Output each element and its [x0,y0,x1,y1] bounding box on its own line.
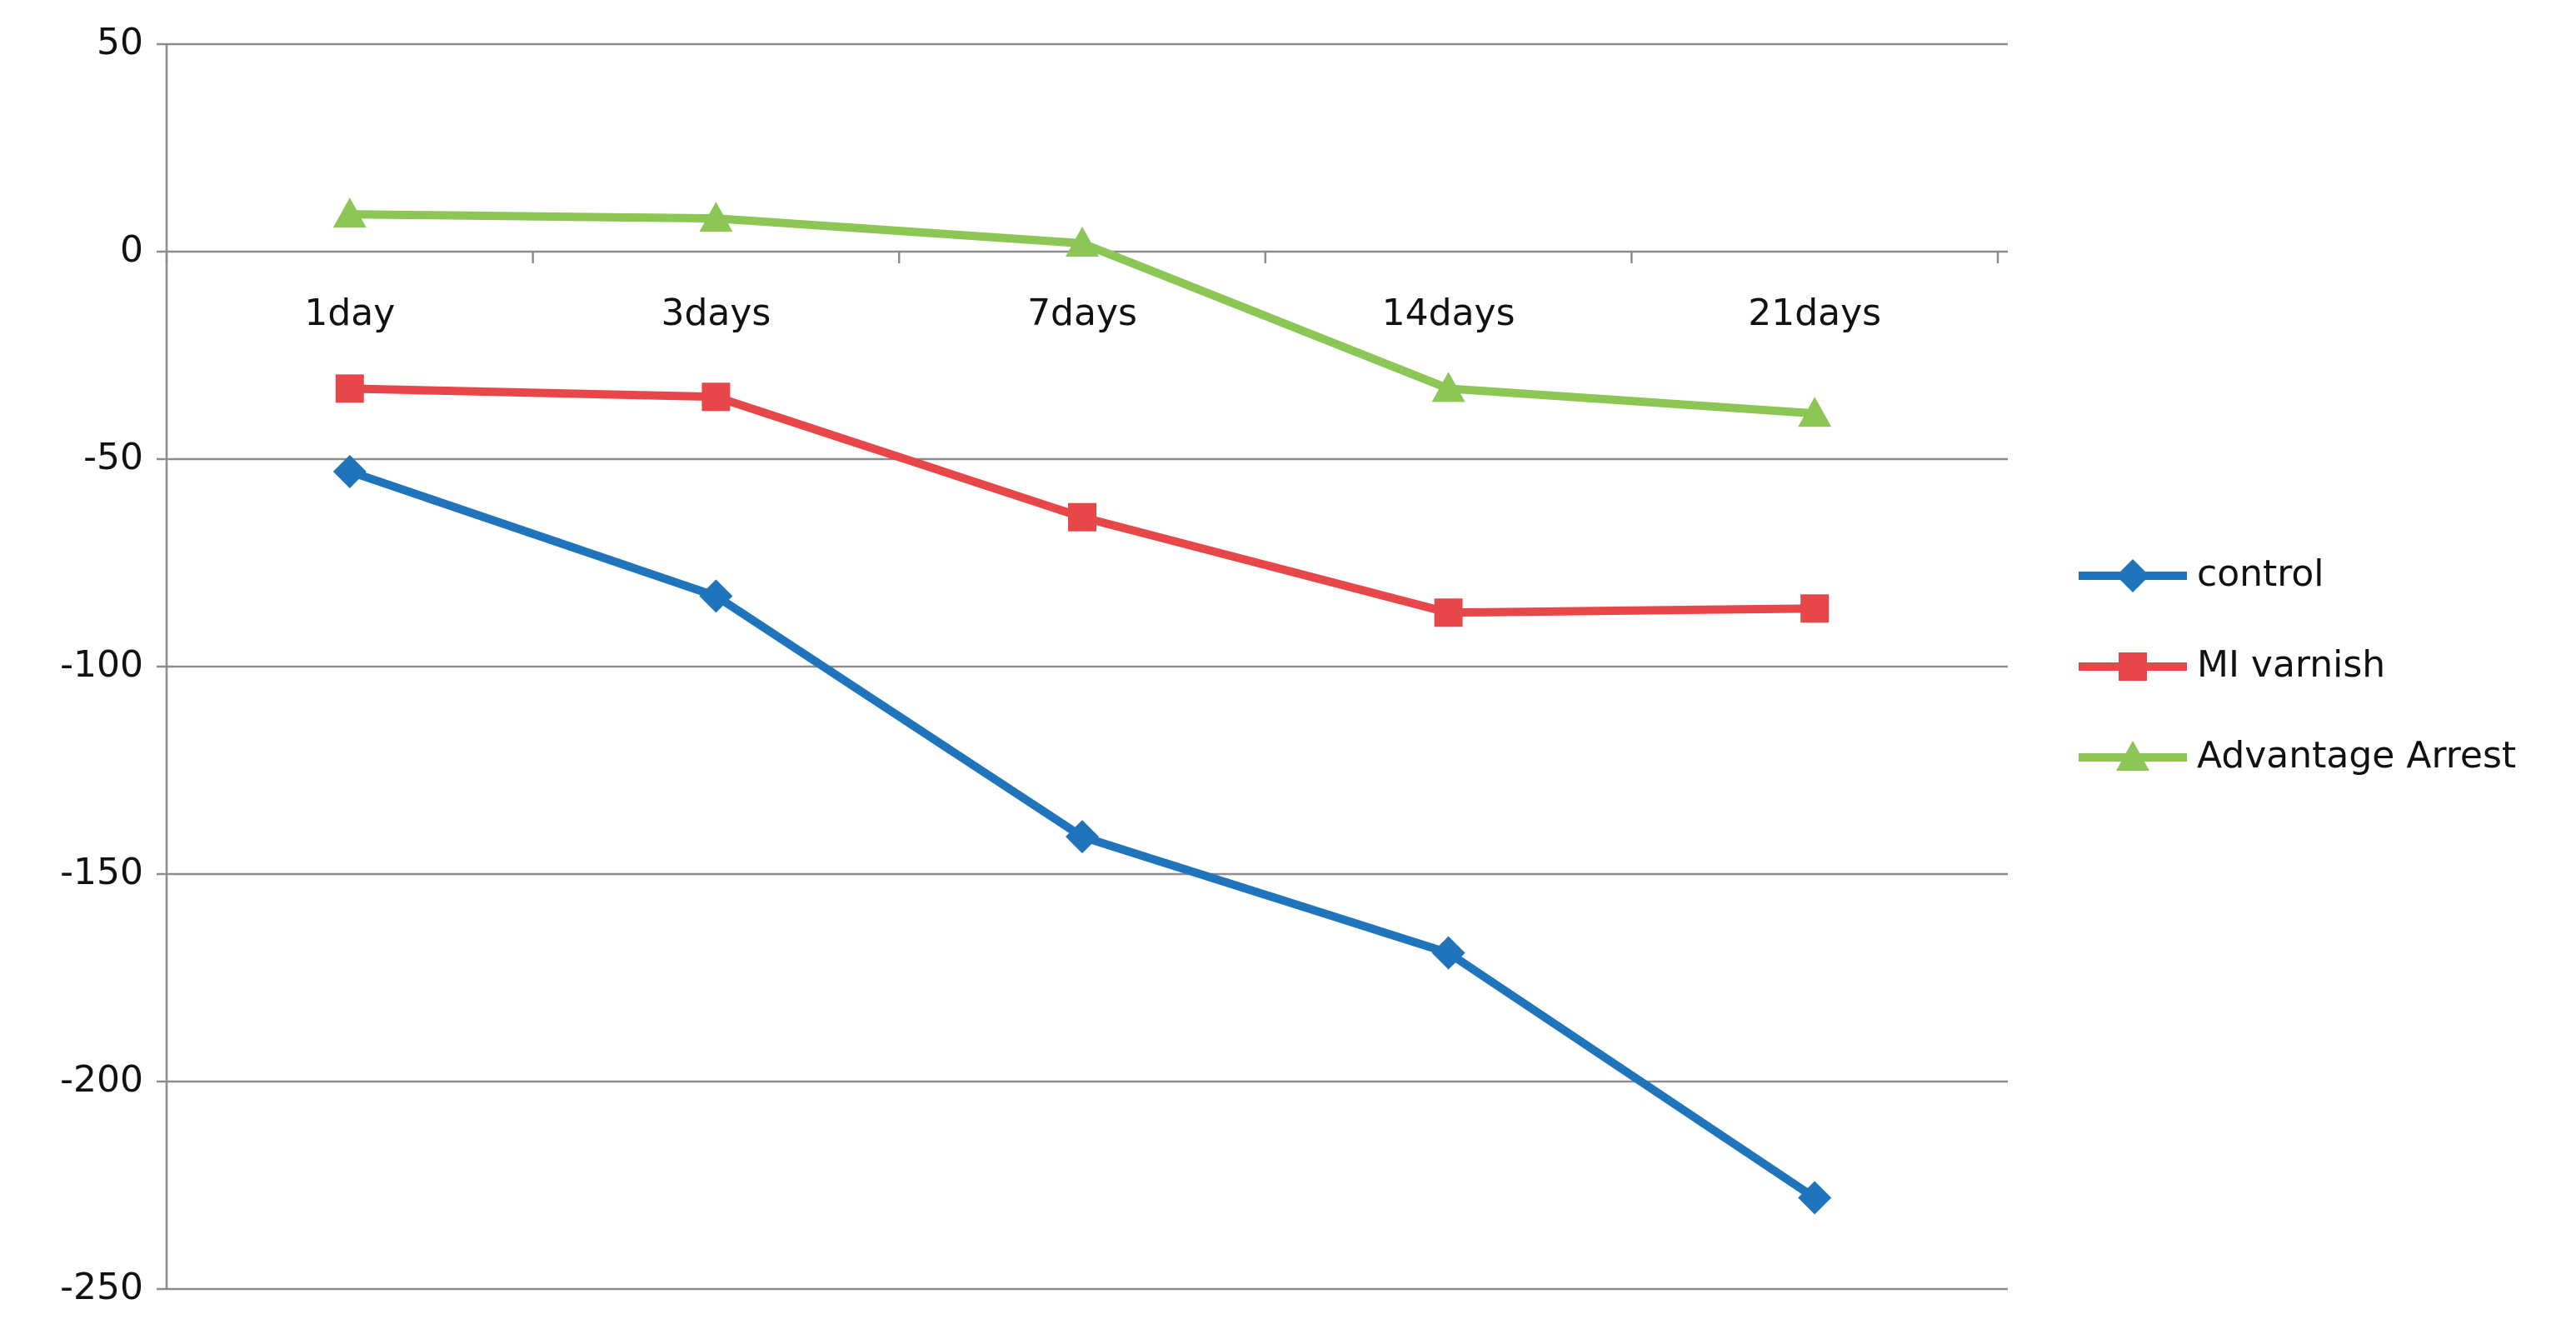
y-tick-label: -250 [60,1266,143,1308]
legend-marker [2116,559,2149,592]
marker [1431,372,1465,402]
legend-marker [2116,741,2149,771]
marker [1798,1181,1832,1215]
marker [1068,502,1096,532]
marker [1434,598,1463,627]
legend-label: control [2197,552,2324,595]
marker [332,454,367,488]
legend-marker [2119,652,2147,681]
marker [332,197,367,228]
series-line [349,384,1815,617]
y-tick-label: 0 [120,228,143,271]
y-tick-label: -150 [60,851,143,893]
x-tick-label: 7days [1027,292,1137,334]
legend-label: Advantage Arrest [2197,734,2516,777]
marker [335,374,364,403]
marker [1798,397,1832,427]
marker [1431,936,1465,970]
x-tick-label: 3days [661,292,771,334]
y-tick-label: 50 [97,21,143,63]
marker [699,579,733,613]
legend-label: MI varnish [2197,643,2385,686]
y-tick-label: -200 [60,1058,143,1101]
x-tick-label: 21days [1748,292,1881,334]
marker [1066,820,1099,854]
y-tick-label: -100 [60,643,143,686]
x-tick-label: 1day [304,292,395,334]
marker [701,382,731,412]
marker [1800,594,1830,623]
x-tick-label: 14days [1382,292,1515,334]
y-tick-label: -50 [83,436,143,478]
marker [1066,227,1099,257]
marker [699,202,733,232]
